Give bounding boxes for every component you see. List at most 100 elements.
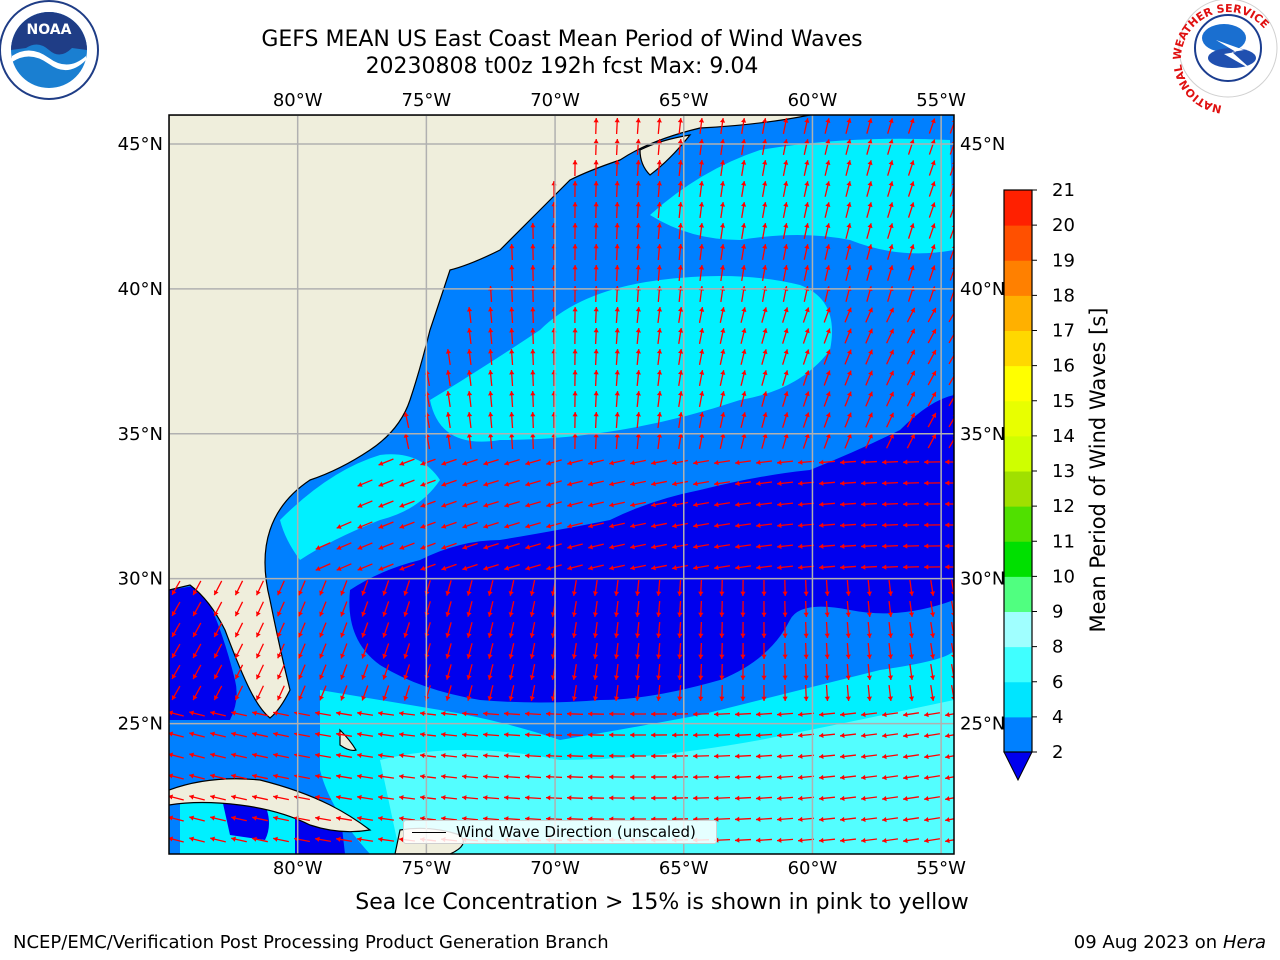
wind-arrow-head: [231, 815, 236, 821]
wind-arrow-head: [635, 612, 641, 617]
wind-arrow-head: [635, 244, 641, 249]
wind-arrow-shaft: [948, 353, 954, 365]
wind-arrow-head: [403, 674, 409, 680]
wind-arrow-head: [466, 349, 473, 354]
wind-arrow-head: [798, 837, 803, 843]
wind-arrow-head: [798, 816, 803, 822]
wind-arrow-head: [803, 696, 809, 701]
wind-arrow-head: [819, 774, 824, 780]
wind-arrow-head: [804, 202, 810, 207]
wind-arrow-head: [378, 836, 383, 843]
wind-arrow-head: [361, 695, 367, 701]
wind-arrow-head: [273, 815, 278, 821]
wind-arrow-head: [909, 223, 915, 229]
wind-arrow-head: [319, 632, 324, 638]
wind-arrow-head: [336, 524, 342, 529]
wind-arrow-head: [910, 433, 915, 439]
wind-arrow-head: [315, 545, 321, 550]
wind-arrow-head: [698, 675, 704, 680]
wind-arrow-head: [357, 815, 362, 821]
wind-arrow-head: [887, 612, 893, 617]
wind-arrow-head: [635, 591, 641, 596]
wind-arrow-head: [735, 501, 740, 508]
wind-arrow-head: [613, 696, 620, 701]
wind-arrow-head: [525, 795, 530, 801]
wind-arrow-head: [572, 370, 578, 375]
wind-arrow-head: [762, 328, 768, 334]
wind-arrow-head: [441, 565, 447, 571]
colorbar-tick-label: 4: [1052, 707, 1063, 728]
wind-arrow-head: [909, 265, 915, 271]
wind-arrow-head: [504, 774, 509, 780]
wind-arrow-head: [819, 480, 824, 486]
wind-arrow-head: [273, 710, 278, 716]
wind-arrow-head: [462, 544, 468, 550]
wind-arrow-head: [635, 633, 641, 638]
wind-arrow-shaft: [949, 205, 954, 218]
wind-arrow-head: [466, 433, 473, 438]
wind-arrow-head: [866, 675, 872, 680]
lon-tick-label: 80°W: [273, 858, 323, 879]
wind-arrow-head: [756, 732, 761, 738]
wind-arrow-head: [546, 753, 551, 759]
wind-arrow-head: [252, 731, 257, 737]
wind-arrow-head: [572, 244, 578, 249]
wind-arrow-head: [783, 370, 789, 376]
wind-arrow-head: [756, 816, 761, 822]
wind-arrow-head: [378, 565, 384, 571]
wind-arrow-head: [735, 522, 740, 529]
wind-arrow-head: [945, 796, 950, 802]
wind-arrow-shaft: [949, 289, 954, 302]
wind-arrow-head: [740, 696, 746, 701]
wind-arrow-head: [319, 590, 324, 596]
wind-arrow-head: [441, 711, 446, 717]
wind-arrow-head: [930, 244, 936, 250]
wind-arrow-head: [488, 307, 494, 312]
wind-arrow-head: [529, 696, 535, 701]
wind-arrow-head: [867, 202, 873, 208]
wind-arrow-head: [888, 202, 894, 208]
wind-arrow-head: [861, 774, 866, 781]
wind-arrow-head: [567, 753, 572, 759]
map-title: GEFS MEAN US East Coast Mean Period of W…: [261, 27, 863, 52]
wind-arrow-head: [931, 349, 937, 355]
wind-arrow-head: [651, 502, 656, 508]
wind-arrow-head: [651, 481, 656, 487]
wind-arrow-head: [761, 696, 767, 701]
wind-arrow-head: [509, 412, 515, 417]
wind-arrow-head: [504, 711, 509, 717]
wind-arrow-head: [169, 710, 174, 716]
wind-arrow-head: [819, 543, 824, 549]
wind-arrow-head: [783, 349, 789, 355]
wind-arrow-head: [613, 591, 620, 596]
wind-arrow-head: [609, 565, 614, 571]
wind-arrow-head: [315, 815, 320, 821]
wind-arrow-head: [903, 817, 908, 823]
wind-arrow-head: [867, 244, 873, 250]
wind-arrow-head: [798, 522, 803, 528]
colorbar-tick-label: 12: [1052, 496, 1075, 517]
wind-arrow-head: [672, 795, 677, 801]
wind-arrow-head: [462, 481, 468, 487]
wind-arrow-head: [399, 523, 405, 529]
wind-arrow-head: [868, 349, 873, 355]
wind-arrow-head: [719, 696, 725, 701]
wind-arrow-head: [171, 694, 177, 700]
wind-arrow-head: [693, 565, 698, 571]
wind-arrow-head: [699, 307, 705, 312]
wind-arrow-head: [846, 223, 852, 229]
wind-arrow-head: [740, 654, 746, 659]
lon-tick-label: 80°W: [273, 90, 323, 111]
wind-arrow-head: [593, 160, 599, 165]
wind-arrow-head: [699, 370, 705, 375]
wind-arrow-head: [192, 674, 198, 680]
wind-arrow-head: [720, 328, 726, 333]
wind-arrow-head: [483, 502, 489, 508]
wind-arrow-head: [635, 675, 641, 680]
wind-arrow-shaft: [948, 332, 954, 344]
wind-arrow-head: [593, 223, 599, 228]
wind-arrow-head: [698, 633, 704, 638]
wind-arrow-head: [614, 433, 620, 438]
wind-arrow-head: [466, 632, 472, 638]
wind-arrow-head: [252, 836, 257, 842]
